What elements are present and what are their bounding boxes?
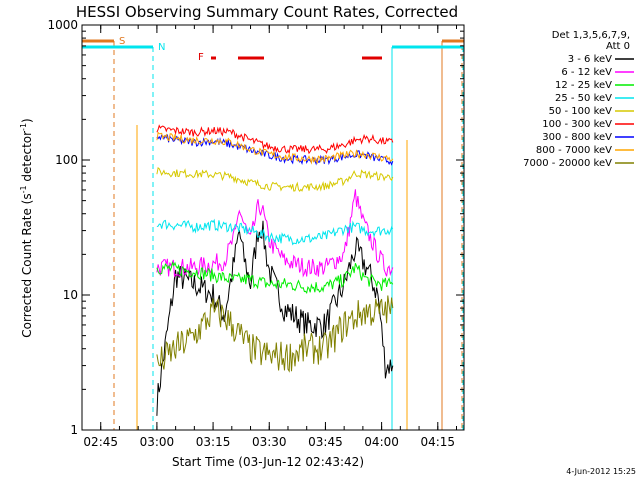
legend-entry-label: 800 - 7000 keV	[536, 145, 612, 156]
x-tick-label: 03:30	[252, 435, 287, 449]
series-line	[156, 218, 394, 246]
y-tick-label: 1	[70, 423, 78, 437]
chart-title: HESSI Observing Summary Count Rates, Cor…	[76, 3, 458, 21]
y-axis-title-main: Corrected Count Rate (s	[20, 193, 34, 337]
legend-entry-label: 25 - 50 keV	[555, 93, 612, 104]
y-tick-label: 100	[55, 153, 78, 167]
series-line	[156, 261, 394, 294]
series-line	[156, 295, 394, 373]
footer-date: 4-Jun-2012 15:25	[566, 467, 636, 476]
y-tick-label: 10	[63, 288, 78, 302]
series-line	[156, 124, 394, 155]
legend-entry-label: 6 - 12 keV	[561, 67, 612, 78]
legend-entry-label: 3 - 6 keV	[568, 54, 612, 65]
y-tick-label: 1000	[47, 18, 78, 32]
legend-entry-label: 12 - 25 keV	[555, 80, 612, 91]
axis-layer: 02:45 03:00 03:15 03:30 03:45 04:00 04:15 1 10 10…	[47, 18, 464, 449]
x-tick-label: 02:45	[83, 435, 118, 449]
legend-entry-label: 300 - 800 keV	[542, 132, 612, 143]
y-axis-title-end: )	[20, 118, 34, 123]
flare-flag-label: F	[198, 52, 204, 63]
y-axis-title-mid: detector	[20, 131, 34, 186]
legend-header-attenuator: Att 0	[606, 41, 630, 52]
series-line	[156, 131, 394, 165]
night-flag-label: N	[158, 42, 165, 53]
x-tick-label: 03:00	[140, 435, 175, 449]
legend: 3 - 6 keV 6 - 12 keV 12 - 25 keV 25 - 50 ke…	[523, 54, 634, 169]
y-axis-title: Corrected Count Rate (s-1 detector-1)	[19, 118, 34, 337]
series-layer	[156, 124, 394, 416]
legend-entry-label: 50 - 100 keV	[549, 106, 613, 117]
x-axis-title: Start Time (03-Jun-12 02:43:42)	[172, 455, 364, 469]
x-tick-label: 03:15	[196, 435, 231, 449]
x-tick-label: 04:15	[420, 435, 455, 449]
legend-entry-label: 7000 - 20000 keV	[523, 158, 612, 169]
y-axis-title-sup1: -1	[19, 185, 28, 193]
saa-flag-label: S	[119, 36, 125, 47]
series-line	[156, 167, 394, 192]
x-tick-label: 03:45	[308, 435, 343, 449]
flag-layer: S N F	[82, 36, 464, 430]
legend-entry-label: 100 - 300 keV	[542, 119, 612, 130]
y-axis-title-sup2: -1	[19, 123, 28, 131]
plot-frame	[81, 24, 465, 431]
legend-header-detectors: Det 1,3,5,6,7,9,	[552, 30, 630, 41]
series-line	[156, 220, 394, 416]
x-tick-label: 04:00	[364, 435, 399, 449]
